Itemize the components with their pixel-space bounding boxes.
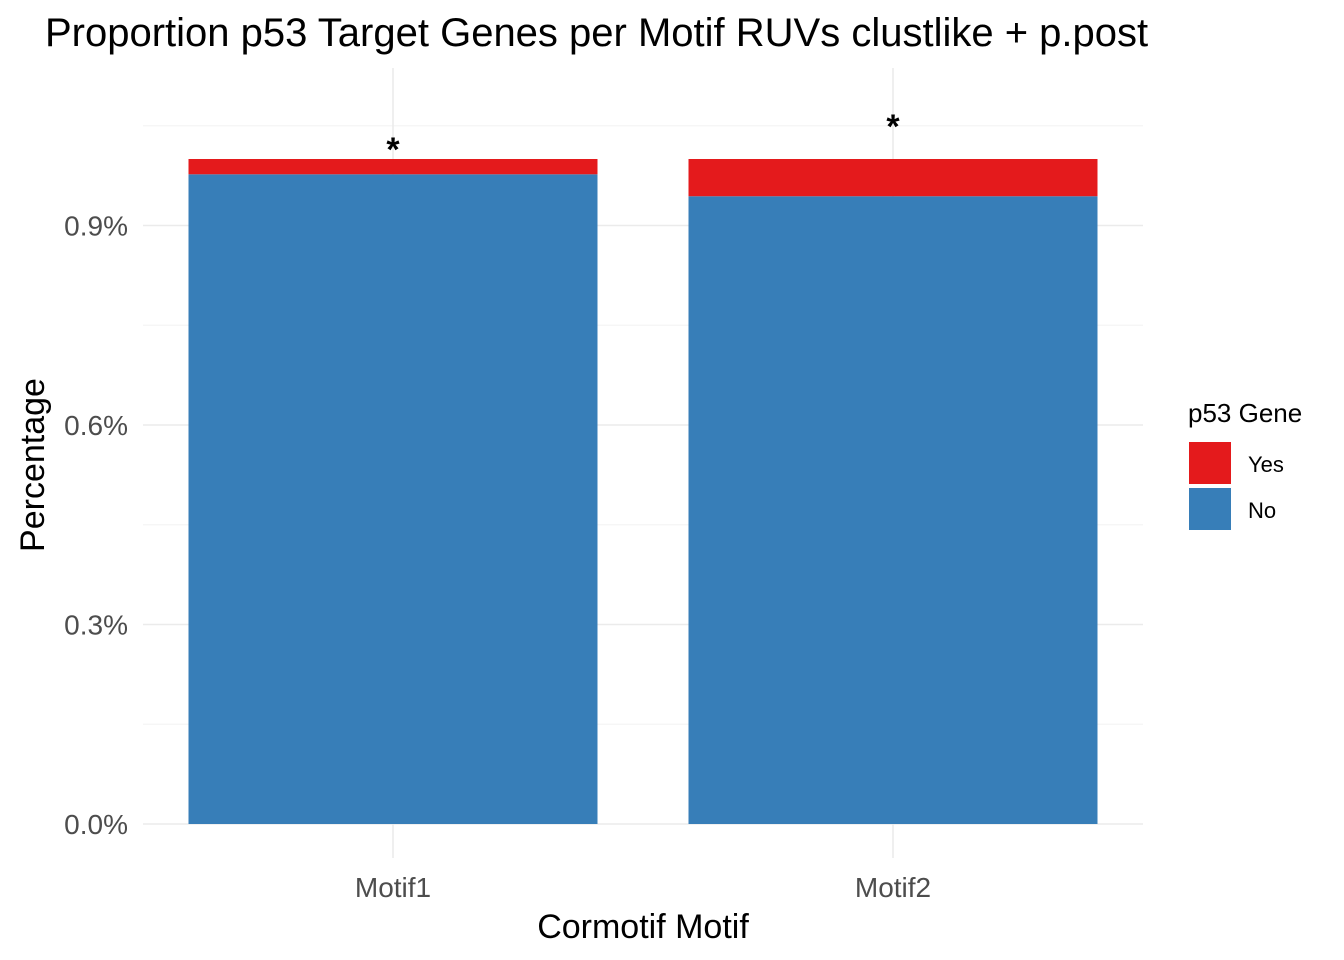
significance-star: * <box>886 108 900 146</box>
legend-label-yes: Yes <box>1248 452 1284 477</box>
x-tick-label: Motif1 <box>355 872 431 903</box>
y-axis-title: Percentage <box>14 378 52 552</box>
y-tick-label: 0.3% <box>64 610 128 641</box>
y-tick-label: 0.0% <box>64 809 128 840</box>
x-tick-label: Motif2 <box>855 872 931 903</box>
significance-star: * <box>386 131 400 169</box>
y-axis-ticks: 0.0% 0.3% 0.6% 0.9% <box>64 211 128 841</box>
legend-key-yes <box>1189 442 1231 484</box>
y-tick-label: 0.9% <box>64 211 128 242</box>
bars <box>188 159 1098 825</box>
legend-title: p53 Gene <box>1188 398 1302 428</box>
legend: p53 Gene Yes No <box>1188 398 1302 530</box>
bar-motif2-no <box>688 196 1098 825</box>
x-axis-ticks: Motif1 Motif2 <box>355 872 931 903</box>
chart-title: Proportion p53 Target Genes per Motif RU… <box>45 11 1148 55</box>
bar-motif1-no <box>188 174 598 825</box>
legend-key-no <box>1189 488 1231 530</box>
bar-motif2-yes <box>688 159 1098 197</box>
annotations: ** <box>386 108 900 169</box>
legend-label-no: No <box>1248 498 1276 523</box>
bar-motif1-yes <box>188 159 598 175</box>
y-tick-label: 0.6% <box>64 410 128 441</box>
x-axis-title: Cormotif Motif <box>537 908 749 946</box>
